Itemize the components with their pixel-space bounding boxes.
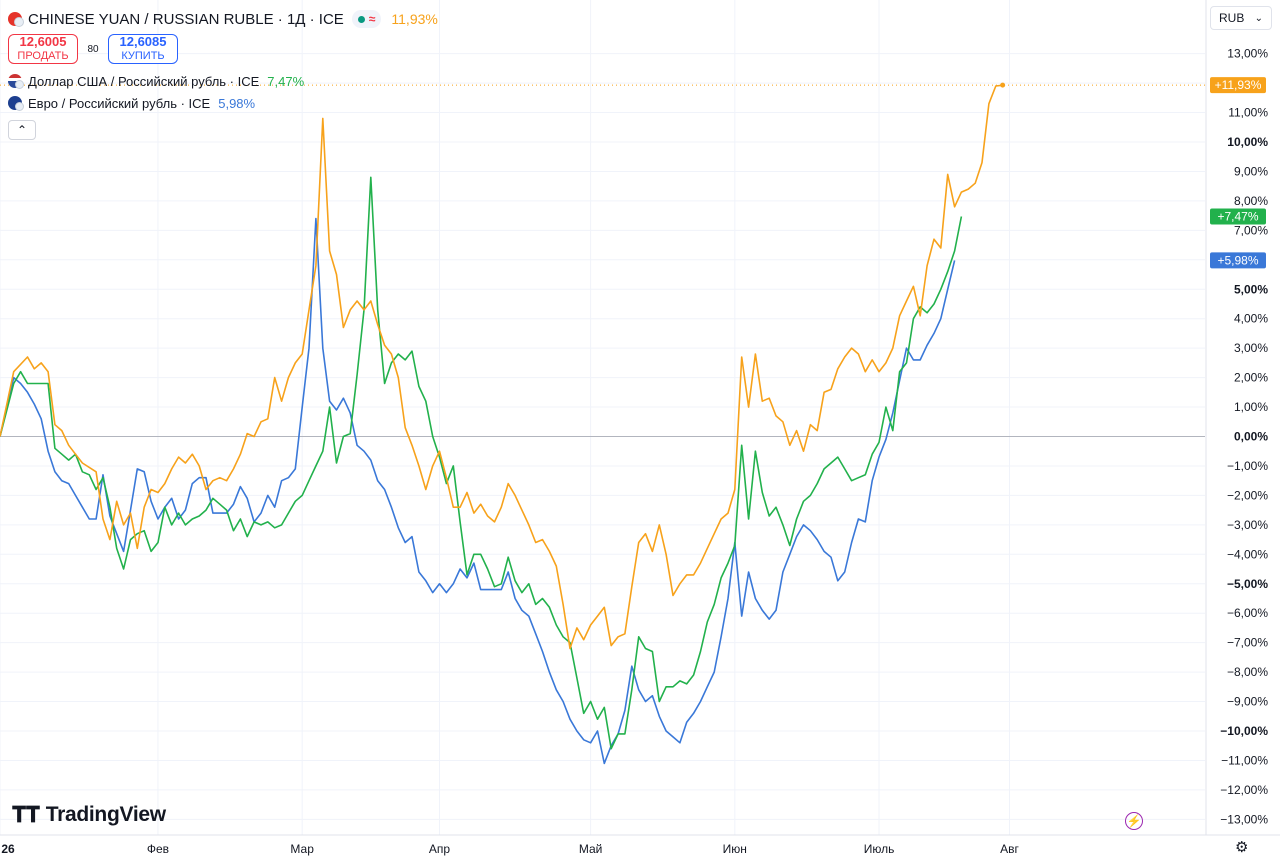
- y-tick-label: −8,00%: [1227, 665, 1268, 679]
- y-tick-label: 7,00%: [1234, 223, 1268, 237]
- y-tick-label: 11,00%: [1228, 106, 1268, 120]
- last-value-badge-cny: [1210, 77, 1266, 94]
- y-tick-label: −4,00%: [1227, 547, 1268, 561]
- buy-price: 12,6085: [119, 34, 167, 49]
- y-tick-label: 5,00%: [1234, 282, 1268, 296]
- tradingview-logo: 𝐓𝐓 TradingView: [12, 802, 166, 828]
- x-tick-label: Июль: [864, 842, 895, 856]
- spread-value: 80: [87, 43, 99, 55]
- x-tick-label: Июн: [723, 842, 747, 856]
- gear-icon[interactable]: ⚙: [1235, 839, 1249, 856]
- y-tick-label: 8,00%: [1234, 194, 1268, 208]
- y-tick-label: 4,00%: [1234, 312, 1268, 326]
- collapse-legend-button[interactable]: ⌃: [8, 120, 36, 140]
- last-value-label-cny: +11,93%: [1215, 78, 1262, 92]
- compare-usd-change: 7,47%: [267, 73, 305, 89]
- trade-buttons: 12,6005 ПРОДАТЬ 80 12,6085 КУПИТЬ: [8, 34, 438, 64]
- y-tick-label: −5,00%: [1227, 577, 1268, 591]
- buy-label: КУПИТЬ: [121, 50, 165, 62]
- compare-usd-row[interactable]: Доллар США / Российский рубль · ICE 7,47…: [8, 70, 438, 92]
- eur-flag-icon: [8, 96, 24, 111]
- y-tick-label: −10,00%: [1220, 724, 1268, 738]
- logo-text: TradingView: [45, 803, 166, 826]
- chart-header: CHINESE YUAN / RUSSIAN RUBLE · 1Д · ICE …: [8, 8, 438, 140]
- symbol-title[interactable]: CHINESE YUAN / RUSSIAN RUBLE · 1Д · ICE: [28, 10, 344, 28]
- cny-flag-icon: [8, 12, 24, 27]
- market-status-pill[interactable]: ≈: [351, 10, 382, 28]
- y-tick-label: 3,00%: [1234, 341, 1268, 355]
- y-tick-label: −12,00%: [1220, 783, 1268, 797]
- y-tick-label: 1,00%: [1234, 400, 1268, 414]
- y-tick-label: −7,00%: [1227, 636, 1268, 650]
- usd-flag-icon: [8, 74, 24, 89]
- compare-eur-label: Евро / Российский рубль · ICE: [28, 95, 211, 111]
- tradingview-mark-icon: 𝐓𝐓: [12, 802, 40, 827]
- series-line-usd: [0, 176, 963, 750]
- chevron-up-icon: ⌃: [16, 123, 28, 137]
- y-tick-label: −11,00%: [1221, 753, 1268, 767]
- y-tick-label: −2,00%: [1227, 488, 1268, 502]
- x-tick-label: Фев: [147, 842, 169, 856]
- y-tick-label: 13,00%: [1227, 47, 1268, 61]
- currency-selector[interactable]: RUB ⌄: [1210, 6, 1272, 30]
- sell-button[interactable]: 12,6005 ПРОДАТЬ: [8, 34, 78, 64]
- y-tick-label: 9,00%: [1234, 164, 1268, 178]
- y-tick-label: 10,00%: [1227, 135, 1268, 149]
- chevron-down-icon: ⌄: [1254, 12, 1263, 24]
- series-line-cny: [0, 84, 1003, 650]
- market-open-dot-icon: [357, 15, 365, 23]
- last-value-label-usd: +7,47%: [1217, 210, 1258, 224]
- x-tick-label: Мар: [290, 842, 314, 856]
- sell-price: 12,6005: [19, 34, 67, 49]
- x-tick-label: Апр: [429, 842, 451, 856]
- y-tick-label: 2,00%: [1234, 371, 1268, 385]
- lightning-icon[interactable]: ⚡: [1125, 812, 1143, 830]
- y-tick-label: −3,00%: [1227, 518, 1268, 532]
- currency-value: RUB: [1219, 11, 1245, 25]
- last-value-badge-eur: [1210, 252, 1266, 269]
- x-tick-label: 26: [1, 842, 15, 856]
- approx-icon: ≈: [368, 12, 376, 26]
- y-tick-label: −1,00%: [1227, 459, 1268, 473]
- x-tick-label: Май: [579, 842, 603, 856]
- last-price-dot: [1000, 82, 1006, 88]
- buy-button[interactable]: 12,6085 КУПИТЬ: [108, 34, 178, 64]
- x-tick-label: Авг: [1000, 842, 1019, 856]
- sell-label: ПРОДАТЬ: [17, 50, 69, 62]
- last-value-label-eur: +5,98%: [1217, 253, 1258, 267]
- compare-eur-change: 5,98%: [218, 95, 256, 111]
- compare-eur-row[interactable]: Евро / Российский рубль · ICE 5,98%: [8, 92, 438, 114]
- y-tick-label: −6,00%: [1227, 606, 1268, 620]
- series-line-eur: [0, 217, 956, 765]
- main-change: 11,93%: [391, 11, 438, 27]
- last-value-badge-usd: [1210, 208, 1266, 225]
- compare-usd-label: Доллар США / Российский рубль · ICE: [28, 73, 260, 89]
- y-tick-label: −13,00%: [1220, 812, 1268, 826]
- y-tick-label: −9,00%: [1227, 695, 1268, 709]
- y-tick-label: 0,00%: [1234, 430, 1268, 444]
